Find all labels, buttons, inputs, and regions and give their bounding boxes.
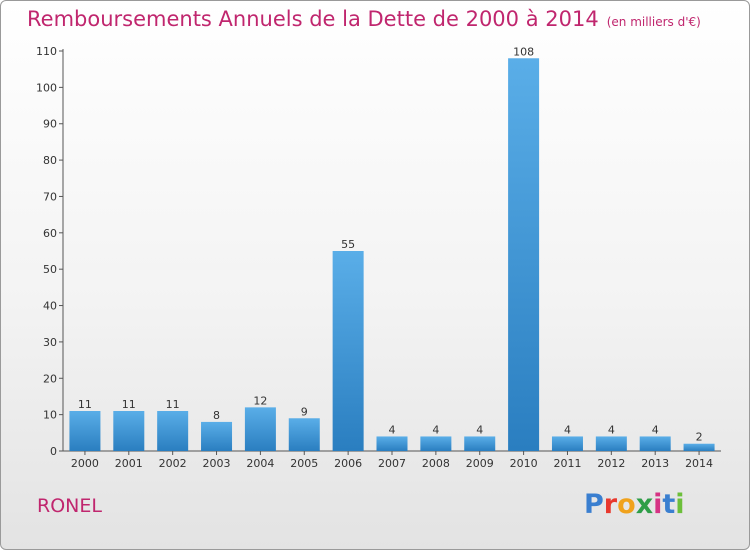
y-tick-label: 40 [43, 300, 57, 313]
bar [332, 251, 364, 451]
bar-value-label: 4 [476, 423, 483, 436]
logo-letter: o [617, 489, 636, 520]
bar [201, 421, 233, 451]
bar-value-label: 11 [122, 398, 136, 411]
x-tick-label: 2013 [641, 457, 669, 470]
y-tick-label: 50 [43, 263, 57, 276]
bar-value-label: 11 [78, 398, 92, 411]
x-tick-label: 2010 [510, 457, 538, 470]
y-tick-label: 0 [50, 445, 57, 458]
x-tick-label: 2003 [203, 457, 231, 470]
x-tick-label: 2002 [159, 457, 187, 470]
bar [69, 411, 101, 451]
logo-letter: i [653, 489, 663, 520]
bar-value-label: 2 [696, 431, 703, 444]
bar-value-label: 108 [513, 45, 534, 58]
bar [420, 436, 452, 451]
bar [244, 407, 276, 451]
bar-value-label: 9 [301, 405, 308, 418]
y-tick-label: 100 [36, 81, 57, 94]
bar [288, 418, 320, 451]
x-tick-label: 2005 [290, 457, 318, 470]
logo-letter: P [584, 489, 604, 520]
bar-value-label: 12 [253, 394, 267, 407]
bar-value-label: 4 [652, 423, 659, 436]
bar-value-label: 8 [213, 409, 220, 422]
bar-value-label: 11 [166, 398, 180, 411]
bar [508, 58, 540, 451]
y-tick-label: 80 [43, 154, 57, 167]
bar [376, 436, 408, 451]
y-tick-label: 90 [43, 118, 57, 131]
logo-letter: i [675, 489, 685, 520]
x-tick-label: 2011 [553, 457, 581, 470]
bar [595, 436, 627, 451]
chart-title-text: Remboursements Annuels de la Dette de 20… [27, 7, 599, 31]
bar-value-label: 55 [341, 238, 355, 251]
place-name: RONEL [37, 495, 102, 517]
logo-letter: x [635, 489, 654, 520]
bar-value-label: 4 [432, 423, 439, 436]
x-tick-label: 2009 [466, 457, 494, 470]
bar [683, 443, 715, 451]
logo-letter: r [603, 489, 618, 520]
x-tick-label: 2004 [246, 457, 274, 470]
y-tick-label: 60 [43, 227, 57, 240]
bar [551, 436, 583, 451]
bar [157, 411, 189, 451]
y-tick-label: 30 [43, 336, 57, 349]
chart-axes: 0 10 20 30 40 50 60 70 80 90 100 110 2000 2001 2002 200… [36, 45, 721, 470]
x-tick-label: 2012 [597, 457, 625, 470]
chart-unit-label: (en milliers d'€) [606, 15, 701, 29]
y-tick-label: 110 [36, 45, 57, 58]
x-tick-label: 2007 [378, 457, 406, 470]
bar-value-label: 4 [389, 423, 396, 436]
logo-letter: t [662, 489, 676, 520]
bar [464, 436, 496, 451]
bar-value-label: 4 [608, 423, 615, 436]
x-tick-label: 2001 [115, 457, 143, 470]
y-tick-label: 20 [43, 372, 57, 385]
chart-bars: 11 11 11 8 12 9 55 4 4 4 108 4 4 4 2 [69, 45, 715, 451]
proxiti-logo[interactable]: Proxiti [584, 489, 685, 520]
y-tick-label: 70 [43, 190, 57, 203]
bar [639, 436, 671, 451]
x-tick-label: 2000 [71, 457, 99, 470]
y-tick-label: 10 [43, 409, 57, 422]
bar [113, 411, 145, 451]
x-tick-label: 2006 [334, 457, 362, 470]
x-tick-label: 2014 [685, 457, 713, 470]
x-tick-label: 2008 [422, 457, 450, 470]
bar-value-label: 4 [564, 423, 571, 436]
chart-title: Remboursements Annuels de la Dette de 20… [27, 7, 701, 31]
